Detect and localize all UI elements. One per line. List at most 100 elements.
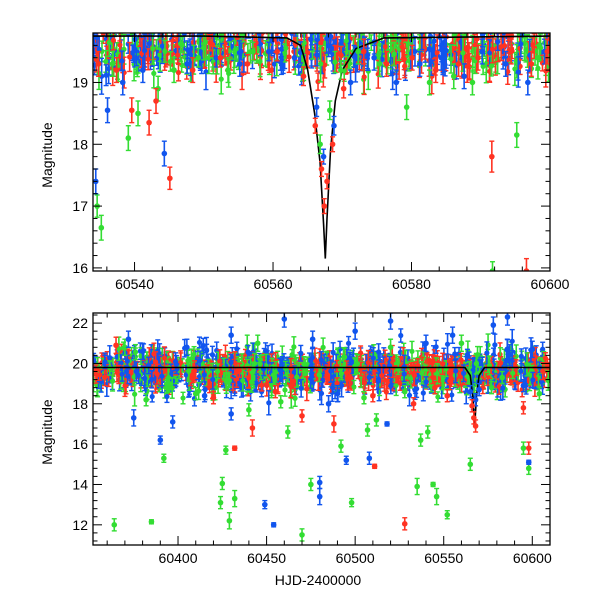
- bottom-y-axis-title: Magnitude: [39, 399, 55, 465]
- data-point: [371, 55, 377, 61]
- data-point: [341, 86, 347, 92]
- data-point: [201, 45, 206, 50]
- data-point: [146, 120, 152, 126]
- data-point: [484, 22, 489, 27]
- data-point: [489, 154, 495, 160]
- data-point: [119, 58, 124, 63]
- data-point: [301, 73, 307, 79]
- data-point: [338, 67, 344, 73]
- data-point: [445, 342, 450, 347]
- data-point: [178, 41, 183, 46]
- data-point: [162, 151, 168, 157]
- data-point: [518, 41, 523, 46]
- data-point: [409, 55, 415, 61]
- data-point: [529, 61, 535, 67]
- data-point: [408, 26, 413, 31]
- data-point: [245, 61, 251, 67]
- data-point: [451, 73, 457, 79]
- data-point: [321, 345, 326, 350]
- data-point: [394, 23, 399, 28]
- data-point: [225, 67, 231, 73]
- data-point: [319, 28, 324, 33]
- data-point: [133, 37, 138, 42]
- data-point: [377, 61, 383, 67]
- data-point: [184, 61, 190, 67]
- data-point: [283, 31, 288, 36]
- data-point: [427, 80, 433, 86]
- data-point: [140, 67, 146, 73]
- data-point: [470, 80, 476, 86]
- data-point: [114, 67, 120, 73]
- data-point: [293, 25, 298, 30]
- data-point: [508, 49, 514, 55]
- data-point: [535, 55, 541, 61]
- data-point: [419, 30, 424, 35]
- data-point: [180, 395, 185, 400]
- data-point: [314, 52, 319, 57]
- data-point: [393, 80, 399, 86]
- x-tick-label: 60540: [115, 276, 154, 292]
- data-point: [279, 55, 284, 60]
- data-point: [142, 48, 147, 53]
- data-point: [438, 55, 444, 61]
- y-tick-label: 19: [72, 74, 88, 90]
- data-point: [516, 69, 521, 74]
- data-point: [120, 80, 126, 86]
- data-point: [112, 22, 117, 27]
- data-point: [440, 19, 445, 24]
- data-point: [167, 175, 173, 181]
- data-point: [404, 104, 410, 110]
- data-point: [302, 40, 307, 45]
- data-point: [344, 38, 349, 43]
- data-point: [197, 38, 202, 43]
- data-point: [519, 354, 524, 359]
- data-point: [103, 59, 108, 64]
- data-point: [479, 49, 485, 55]
- data-point: [237, 61, 243, 67]
- data-point: [134, 56, 139, 61]
- data-point: [127, 54, 132, 59]
- data-point: [517, 46, 522, 51]
- data-point: [287, 54, 292, 59]
- data-point: [331, 123, 337, 129]
- data-point: [490, 47, 495, 52]
- data-point: [362, 74, 367, 79]
- data-point: [321, 154, 327, 160]
- data-point: [175, 53, 180, 58]
- data-point: [312, 123, 318, 129]
- data-point: [126, 135, 132, 141]
- data-point: [282, 51, 287, 56]
- data-point: [186, 23, 191, 28]
- data-point: [135, 111, 141, 117]
- data-point: [219, 77, 224, 82]
- data-point: [321, 203, 327, 209]
- bottom-x-axis-title: HJD-2400000: [275, 572, 362, 588]
- plot-area: [90, 309, 552, 541]
- data-point: [137, 26, 142, 31]
- data-point: [104, 73, 109, 78]
- data-point: [361, 49, 367, 55]
- data-point: [324, 179, 330, 185]
- data-point: [543, 68, 548, 73]
- data-point: [475, 55, 481, 61]
- data-point: [503, 61, 509, 67]
- data-point: [291, 344, 296, 349]
- data-point: [327, 107, 333, 113]
- x-tick-label: 60560: [254, 276, 293, 292]
- data-point: [274, 49, 280, 55]
- data-point: [190, 67, 196, 73]
- data-point: [510, 339, 515, 344]
- data-point: [150, 46, 155, 51]
- data-point: [246, 27, 251, 32]
- data-point: [449, 392, 454, 397]
- data-point: [448, 56, 453, 61]
- data-point: [355, 49, 361, 55]
- data-point: [433, 67, 439, 73]
- data-point: [106, 18, 111, 23]
- data-point: [318, 61, 323, 66]
- data-point: [105, 107, 111, 113]
- data-point: [147, 41, 152, 46]
- data-point: [335, 50, 340, 55]
- data-point: [145, 57, 150, 62]
